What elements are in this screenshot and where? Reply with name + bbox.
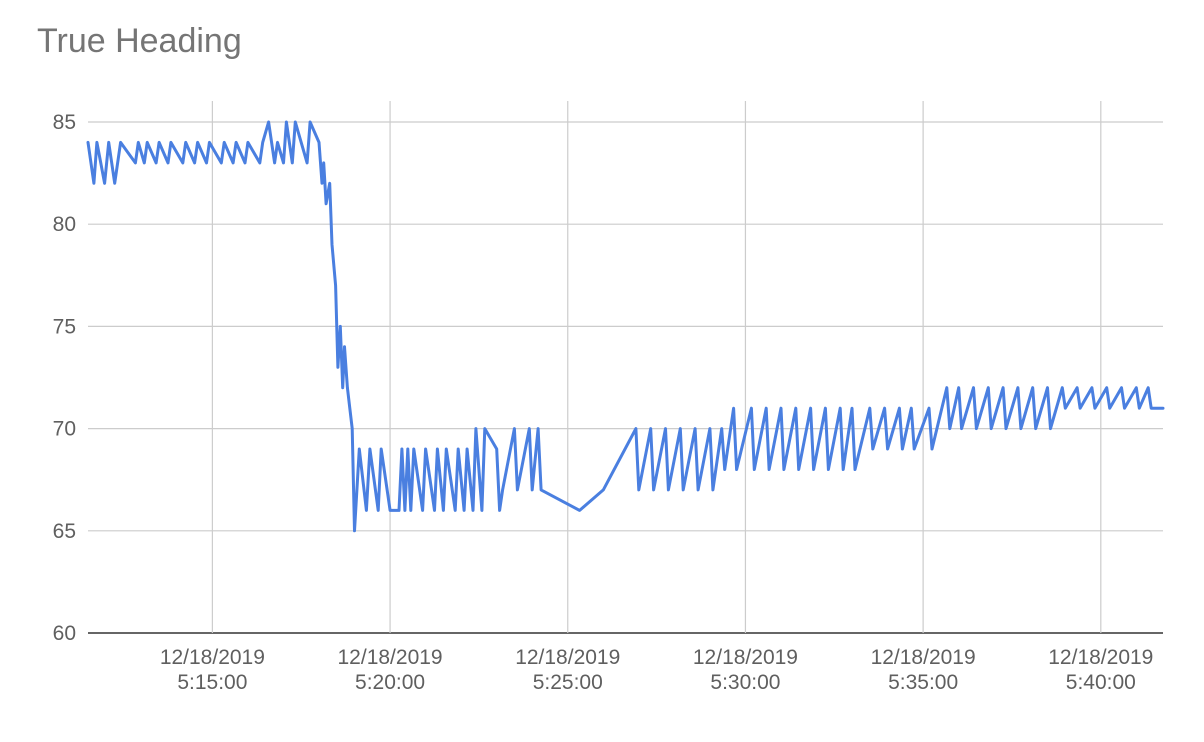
x-tick-date: 12/18/2019 — [871, 646, 976, 669]
x-tick-label: 12/18/2019 5:25:00 — [515, 646, 620, 694]
x-tick-time: 5:20:00 — [355, 671, 425, 694]
x-tick-time: 5:40:00 — [1066, 671, 1136, 694]
x-tick-time: 5:15:00 — [177, 671, 247, 694]
y-axis-tick-labels: 60 65 70 75 80 85 — [53, 111, 76, 645]
x-tick-time: 5:35:00 — [888, 671, 958, 694]
x-tick-date: 12/18/2019 — [160, 646, 265, 669]
plot-area — [86, 120, 1165, 533]
y-tick-label: 70 — [53, 418, 76, 441]
series-line — [86, 120, 1165, 533]
x-tick-date: 12/18/2019 — [1048, 646, 1153, 669]
y-tick-label: 60 — [53, 622, 76, 645]
y-tick-label: 85 — [53, 111, 76, 134]
x-tick-label: 12/18/2019 5:20:00 — [338, 646, 443, 694]
y-tick-label: 75 — [53, 315, 76, 338]
x-tick-time: 5:30:00 — [710, 671, 780, 694]
x-tick-label: 12/18/2019 5:35:00 — [871, 646, 976, 694]
chart-title: True Heading — [37, 22, 242, 60]
x-tick-date: 12/18/2019 — [515, 646, 620, 669]
x-tick-label: 12/18/2019 5:30:00 — [693, 646, 798, 694]
y-tick-label: 80 — [53, 213, 76, 236]
y-tick-label: 65 — [53, 520, 76, 543]
gridlines — [88, 101, 1163, 634]
x-tick-label: 12/18/2019 5:15:00 — [160, 646, 265, 694]
x-tick-time: 5:25:00 — [533, 671, 603, 694]
x-tick-date: 12/18/2019 — [338, 646, 443, 669]
x-tick-label: 12/18/2019 5:40:00 — [1048, 646, 1153, 694]
x-tick-date: 12/18/2019 — [693, 646, 798, 669]
